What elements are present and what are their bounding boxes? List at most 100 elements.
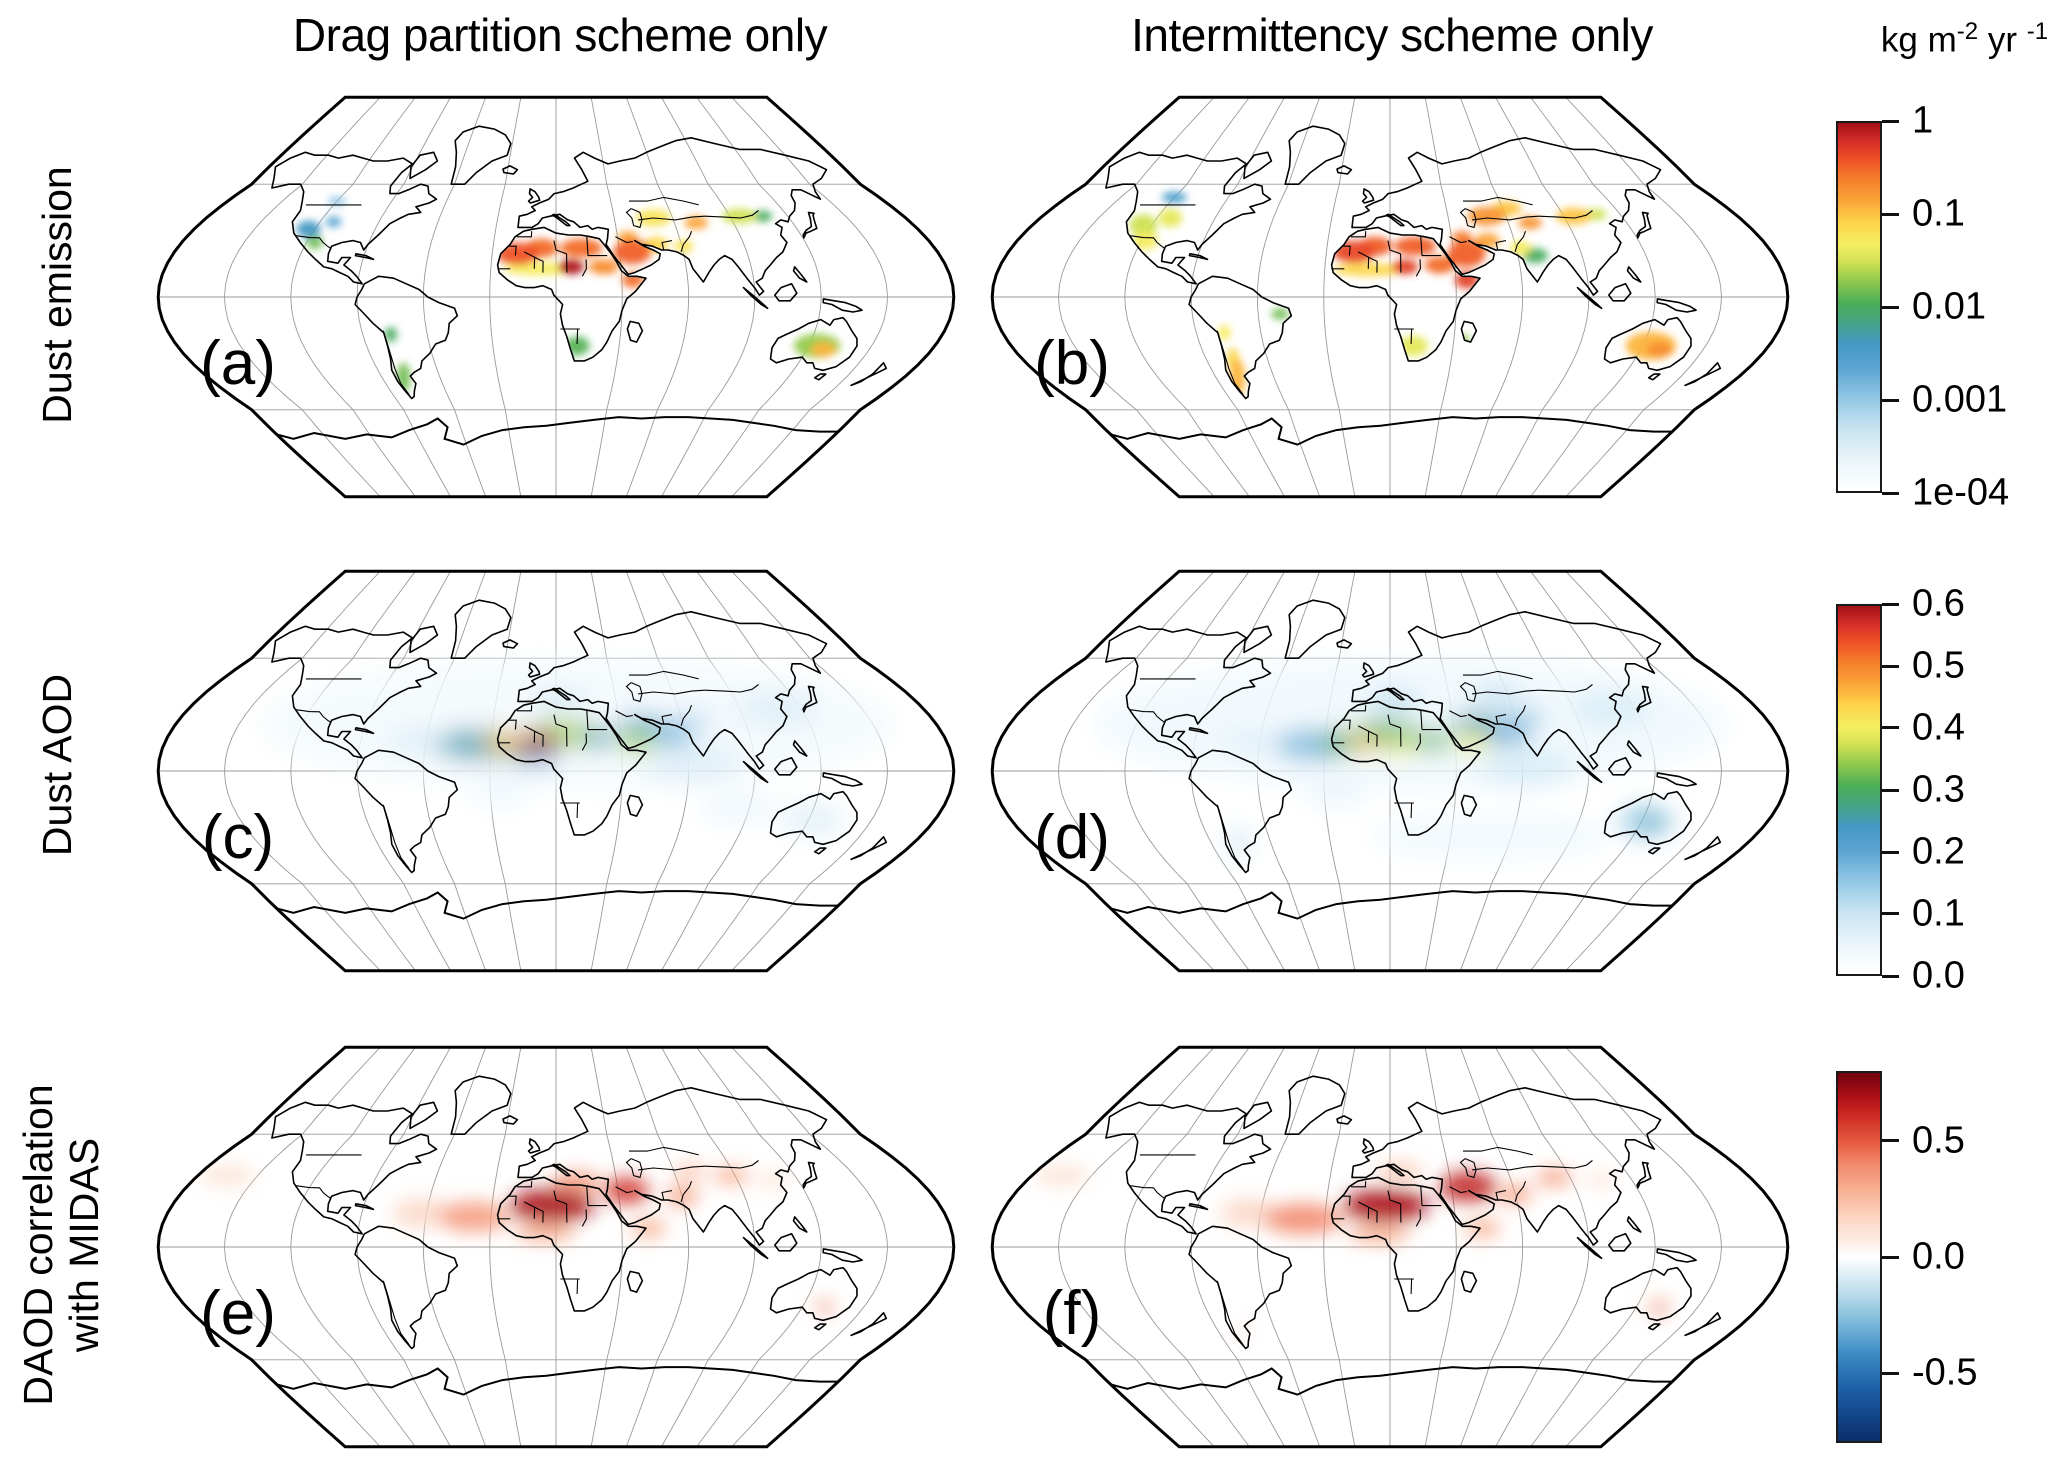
map-panel-b: (b)	[990, 92, 1790, 512]
world-map-a: (a)	[156, 95, 956, 499]
colorbar-tick	[1882, 850, 1899, 854]
world-map-d: (d)	[990, 569, 1790, 973]
dust-blob-bodele-chad	[558, 259, 585, 275]
colorbar-tick-label: 0.1	[1912, 892, 1965, 935]
dust-blob-southwest-us	[296, 220, 321, 238]
dust-blob-caribbean-tail	[389, 729, 441, 753]
dust-blob-libya-egypt	[1394, 236, 1437, 256]
colorbar-tick-label: 0.001	[1912, 378, 2008, 421]
map-panel-e: (e)	[156, 1042, 956, 1462]
dust-blob-east-asia-outflow	[735, 692, 818, 726]
row-label-dust-aod: Dust AOD	[34, 673, 81, 857]
dust-blob-middle-east	[1453, 712, 1496, 736]
map-panel-f: (f)	[990, 1042, 1790, 1462]
dust-blob-mesopotamia	[1451, 231, 1473, 243]
dust-blob-southern-ocean-band	[1369, 814, 1613, 860]
panel-label: (a)	[200, 329, 276, 398]
dust-blob-indian-ocean	[1478, 748, 1576, 786]
dust-blob-australia-core	[1646, 342, 1672, 358]
dust-blob-west-atlantic-faint	[391, 1198, 453, 1229]
dust-blob-great-basin-us	[1129, 214, 1158, 237]
dust-blob-sahel-south	[1348, 1224, 1410, 1244]
dust-blob-tibet-northwest-china-patch	[1536, 1168, 1573, 1186]
dust-blob-libya-egypt	[560, 238, 603, 258]
world-map-e: (e)	[156, 1045, 956, 1449]
dust-blob-taklamakan	[1518, 216, 1542, 230]
dust-blob-arabian-peninsula	[613, 239, 652, 265]
colorbar-tick-label: 0.0	[1912, 1235, 1965, 1278]
dust-blob-north-pacific-faint	[1033, 1166, 1090, 1185]
colorbar-tick	[1882, 664, 1899, 668]
colorbar-tick-label: 0.01	[1912, 285, 1986, 328]
dust-blob-sudan	[588, 259, 619, 275]
colorbar-tick-label: 1e-04	[1912, 471, 2010, 514]
dust-blob-mediterranean	[532, 692, 588, 710]
dust-blob-altiplano	[1217, 325, 1231, 341]
dust-blob-south-indian-ocean	[699, 793, 778, 824]
colorbar-tick	[1882, 1139, 1899, 1143]
dust-blob-northeast-brazil	[1271, 308, 1289, 320]
dust-blob-east-china-faint	[757, 1171, 790, 1187]
colorbar-tick	[1882, 305, 1899, 309]
colorbar-tick-label: 0.0	[1912, 954, 1965, 997]
dust-blob-northwest-india	[665, 1186, 699, 1206]
dust-blob-north-india	[679, 712, 714, 728]
row-label-dust-emission: Dust emission	[34, 166, 81, 424]
dust-blob-central-asia-patch	[674, 1164, 706, 1180]
dust-blob-central-asia	[1474, 686, 1522, 706]
row-label-daod-correlation: DAOD correlation with MIDAS	[15, 1084, 107, 1406]
dust-blob-sahel-band	[503, 262, 574, 276]
coastlines-and-borders	[254, 599, 888, 920]
coastlines-and-borders	[254, 1075, 888, 1396]
panel-label: (b)	[1034, 329, 1110, 398]
colorbar-gradient-aod	[1836, 604, 1882, 976]
dust-field	[260, 658, 894, 835]
colorbar-tick	[1882, 974, 1899, 978]
dust-blob-australia-core	[1637, 814, 1663, 830]
panel-label: (c)	[202, 803, 274, 872]
dust-blob-gobi	[722, 208, 757, 224]
colorbar-tick	[1882, 398, 1899, 402]
dust-blob-north-mexico	[306, 235, 323, 250]
dust-blob-australia-lake-eyre	[810, 342, 836, 358]
dust-blob-south-atlantic	[1304, 778, 1366, 809]
colorbar-tick	[1882, 491, 1899, 495]
dust-blob-middle-east-central-asia	[1439, 1171, 1497, 1202]
dust-blob-mesopotamia	[617, 231, 639, 243]
column-title-intermittency: Intermittency scheme only	[1131, 9, 1653, 61]
graticule	[992, 1047, 1788, 1447]
dust-field	[1033, 1162, 1673, 1341]
colorbar-tick	[1882, 1371, 1899, 1375]
world-map-c: (c)	[156, 569, 956, 973]
colorbar-tick	[1882, 726, 1899, 730]
dust-blob-south-atlantic	[470, 778, 532, 809]
dust-blob-iran	[1474, 233, 1500, 249]
dust-blob-northeast-china	[752, 210, 773, 222]
dust-blob-northern-hemisphere-haze	[1094, 658, 1728, 790]
dust-blob-horn-somali-sea	[1464, 1218, 1500, 1238]
colorbar-gradient-correlation	[1836, 1071, 1882, 1443]
dust-blob-sudan-red-sea	[1424, 256, 1455, 274]
dust-blob-southeast-australia-spot	[819, 1304, 832, 1314]
dust-field	[199, 1164, 837, 1314]
map-outline	[990, 95, 1790, 499]
dust-field	[1094, 658, 1728, 860]
colorbar-tick-label: 1	[1912, 99, 1934, 142]
panel-label: (f)	[1043, 1279, 1102, 1348]
dust-blob-arabian-peninsula	[1447, 240, 1486, 267]
map-panel-c: (c)	[156, 566, 956, 986]
graticule	[992, 571, 1788, 971]
world-map-f: (f)	[990, 1045, 1790, 1449]
dust-blob-canada-prairies	[1161, 191, 1187, 203]
dust-blob-us-high-plains	[1158, 208, 1183, 228]
colorbar-tick	[1882, 119, 1899, 123]
dust-blob-north-pacific-faint	[199, 1166, 256, 1185]
map-panel-d: (d)	[990, 566, 1790, 986]
dust-blob-taklamakan	[684, 216, 708, 230]
dust-blob-north-africa-core	[1343, 1188, 1429, 1223]
dust-blob-sahel-band	[1333, 263, 1403, 277]
colorbar-tick-label: 0.5	[1912, 1119, 1965, 1162]
colorbar-tick-label: 0.2	[1912, 830, 1965, 873]
dust-blob-thar-india	[674, 239, 694, 253]
dust-blob-horn-somali-sea	[630, 1218, 666, 1238]
